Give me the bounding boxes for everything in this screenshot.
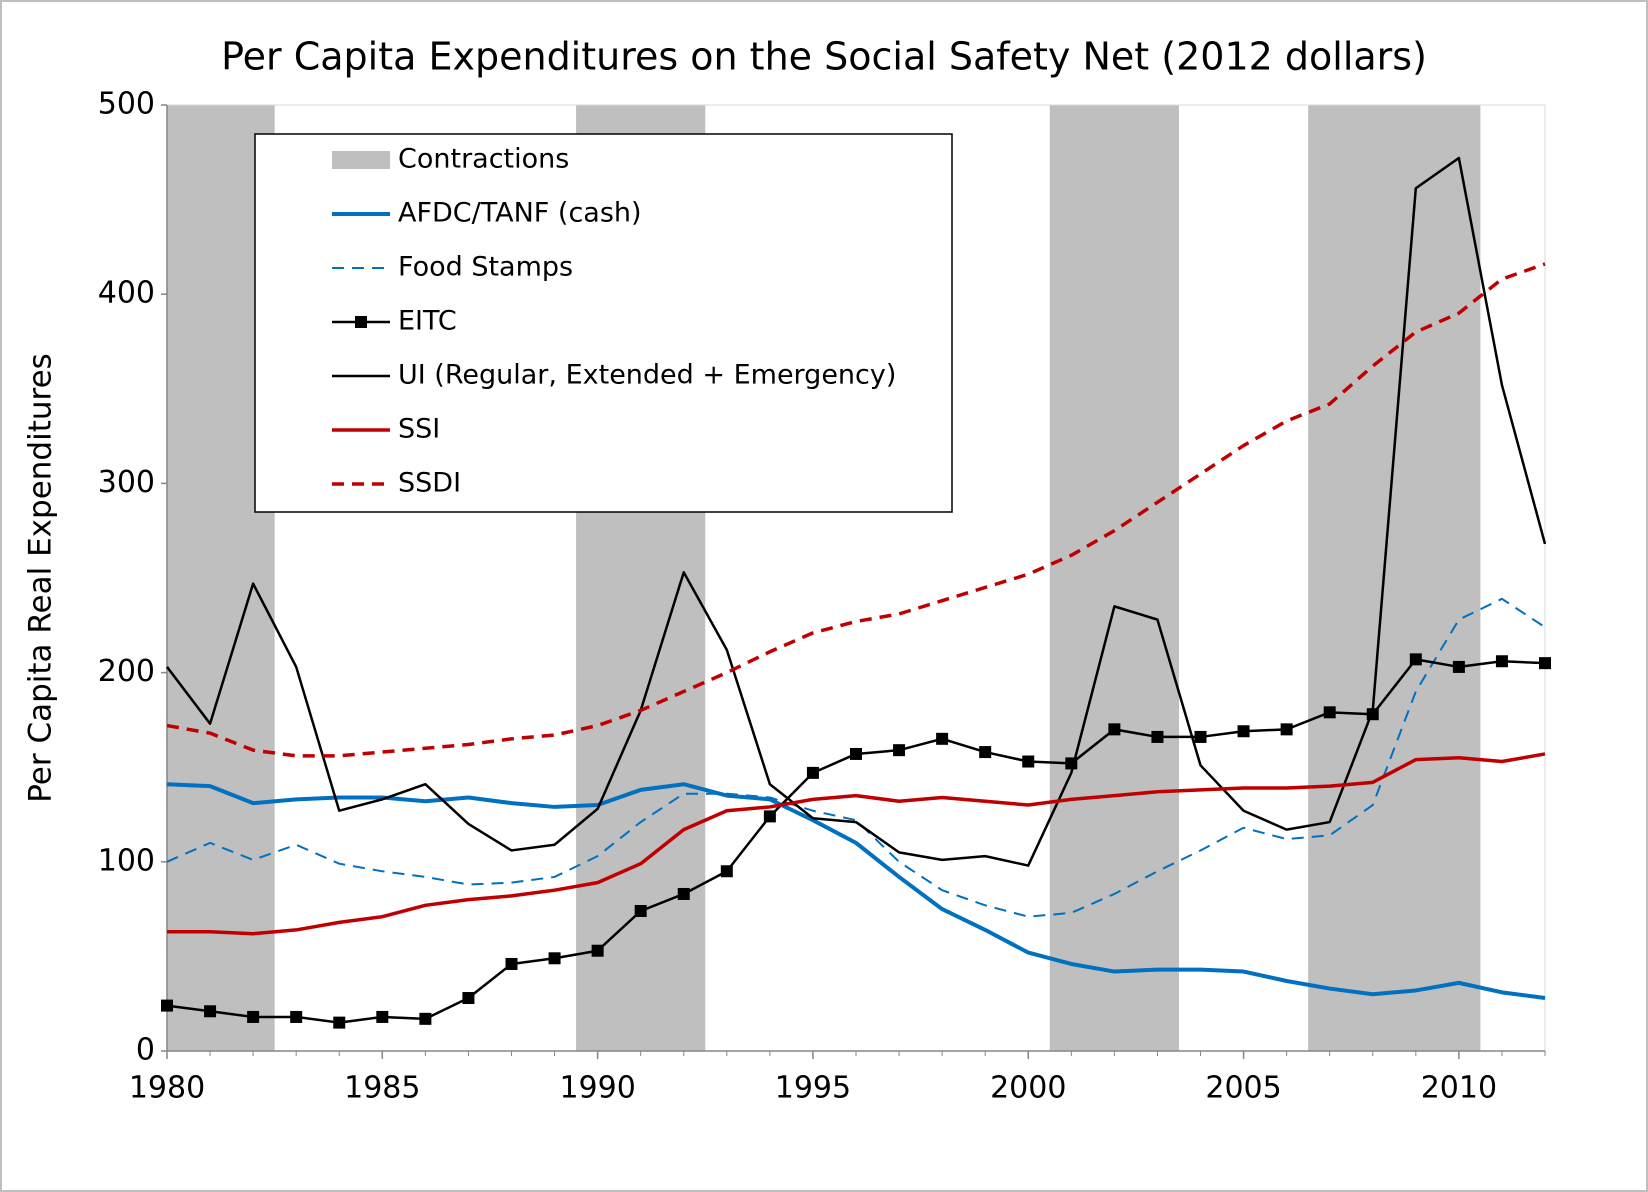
contraction-band: [1049, 105, 1179, 1051]
series-marker: [204, 1005, 217, 1018]
series-marker: [677, 887, 690, 900]
legend-label: Contractions: [398, 144, 569, 175]
series-line: [166, 156, 1547, 867]
series-marker: [1280, 723, 1293, 736]
series-marker: [161, 999, 173, 1012]
series-marker: [591, 944, 604, 957]
x-tick-label: 1995: [775, 1071, 851, 1106]
legend-label: SSDI: [398, 468, 461, 499]
x-tick-label: 1980: [129, 1071, 205, 1106]
legend-label: SSI: [398, 414, 440, 445]
series-line: [166, 597, 1546, 918]
legend-label: EITC: [398, 306, 457, 337]
series-marker: [1409, 653, 1422, 666]
legend-marker: [355, 316, 367, 328]
legend-label: UI (Regular, Extended + Emergency): [398, 360, 896, 391]
series-line: [166, 782, 1546, 1001]
series-marker: [1108, 723, 1121, 736]
y-axis-label: Per Capita Real Expenditures: [23, 353, 59, 803]
series-marker: [247, 1010, 260, 1023]
series-marker: [548, 952, 561, 965]
legend-label: AFDC/TANF (cash): [398, 198, 642, 229]
series-marker: [1539, 657, 1551, 670]
series-marker: [1151, 730, 1164, 743]
legend: Contractions AFDC/TANF (cash) Food Stamps E…: [254, 133, 953, 513]
series-marker: [505, 957, 518, 970]
y-tick-label: 100: [98, 843, 155, 878]
series-marker: [1237, 725, 1250, 738]
series-marker: [850, 747, 862, 760]
series-marker: [290, 1010, 303, 1023]
series-marker: [376, 1010, 389, 1023]
x-tick-label: 2000: [990, 1071, 1066, 1106]
contraction-band: [1308, 105, 1481, 1051]
series-marker: [462, 992, 475, 1005]
x-tick-label: 2005: [1205, 1071, 1281, 1106]
x-tick-label: 2010: [1421, 1071, 1497, 1106]
series-marker: [806, 766, 819, 779]
series-marker: [1194, 730, 1207, 743]
y-tick-label: 0: [136, 1033, 155, 1068]
y-tick-label: 400: [98, 276, 155, 311]
series-marker: [936, 732, 949, 745]
series-marker: [1495, 655, 1508, 668]
series-line: [166, 262, 1546, 758]
series-marker: [979, 746, 992, 759]
y-tick-label: 500: [98, 87, 155, 122]
series-marker: [763, 810, 776, 823]
series-marker: [1452, 660, 1465, 673]
chart-title: Per Capita Expenditures on the Social Sa…: [221, 35, 1427, 79]
y-tick-label: 200: [98, 654, 155, 689]
legend-swatch: [332, 151, 390, 169]
series-marker: [333, 1016, 346, 1029]
x-tick-label: 1985: [344, 1071, 420, 1106]
series-marker: [1323, 706, 1336, 719]
series-line: [167, 752, 1546, 936]
series-marker: [419, 1012, 432, 1025]
legend-label: Food Stamps: [398, 252, 573, 283]
x-tick-label: 1990: [559, 1071, 635, 1106]
series-marker: [1022, 755, 1035, 768]
series-marker: [720, 865, 733, 878]
series-marker: [634, 904, 647, 917]
y-tick-label: 300: [98, 465, 155, 500]
series-marker: [893, 744, 906, 757]
